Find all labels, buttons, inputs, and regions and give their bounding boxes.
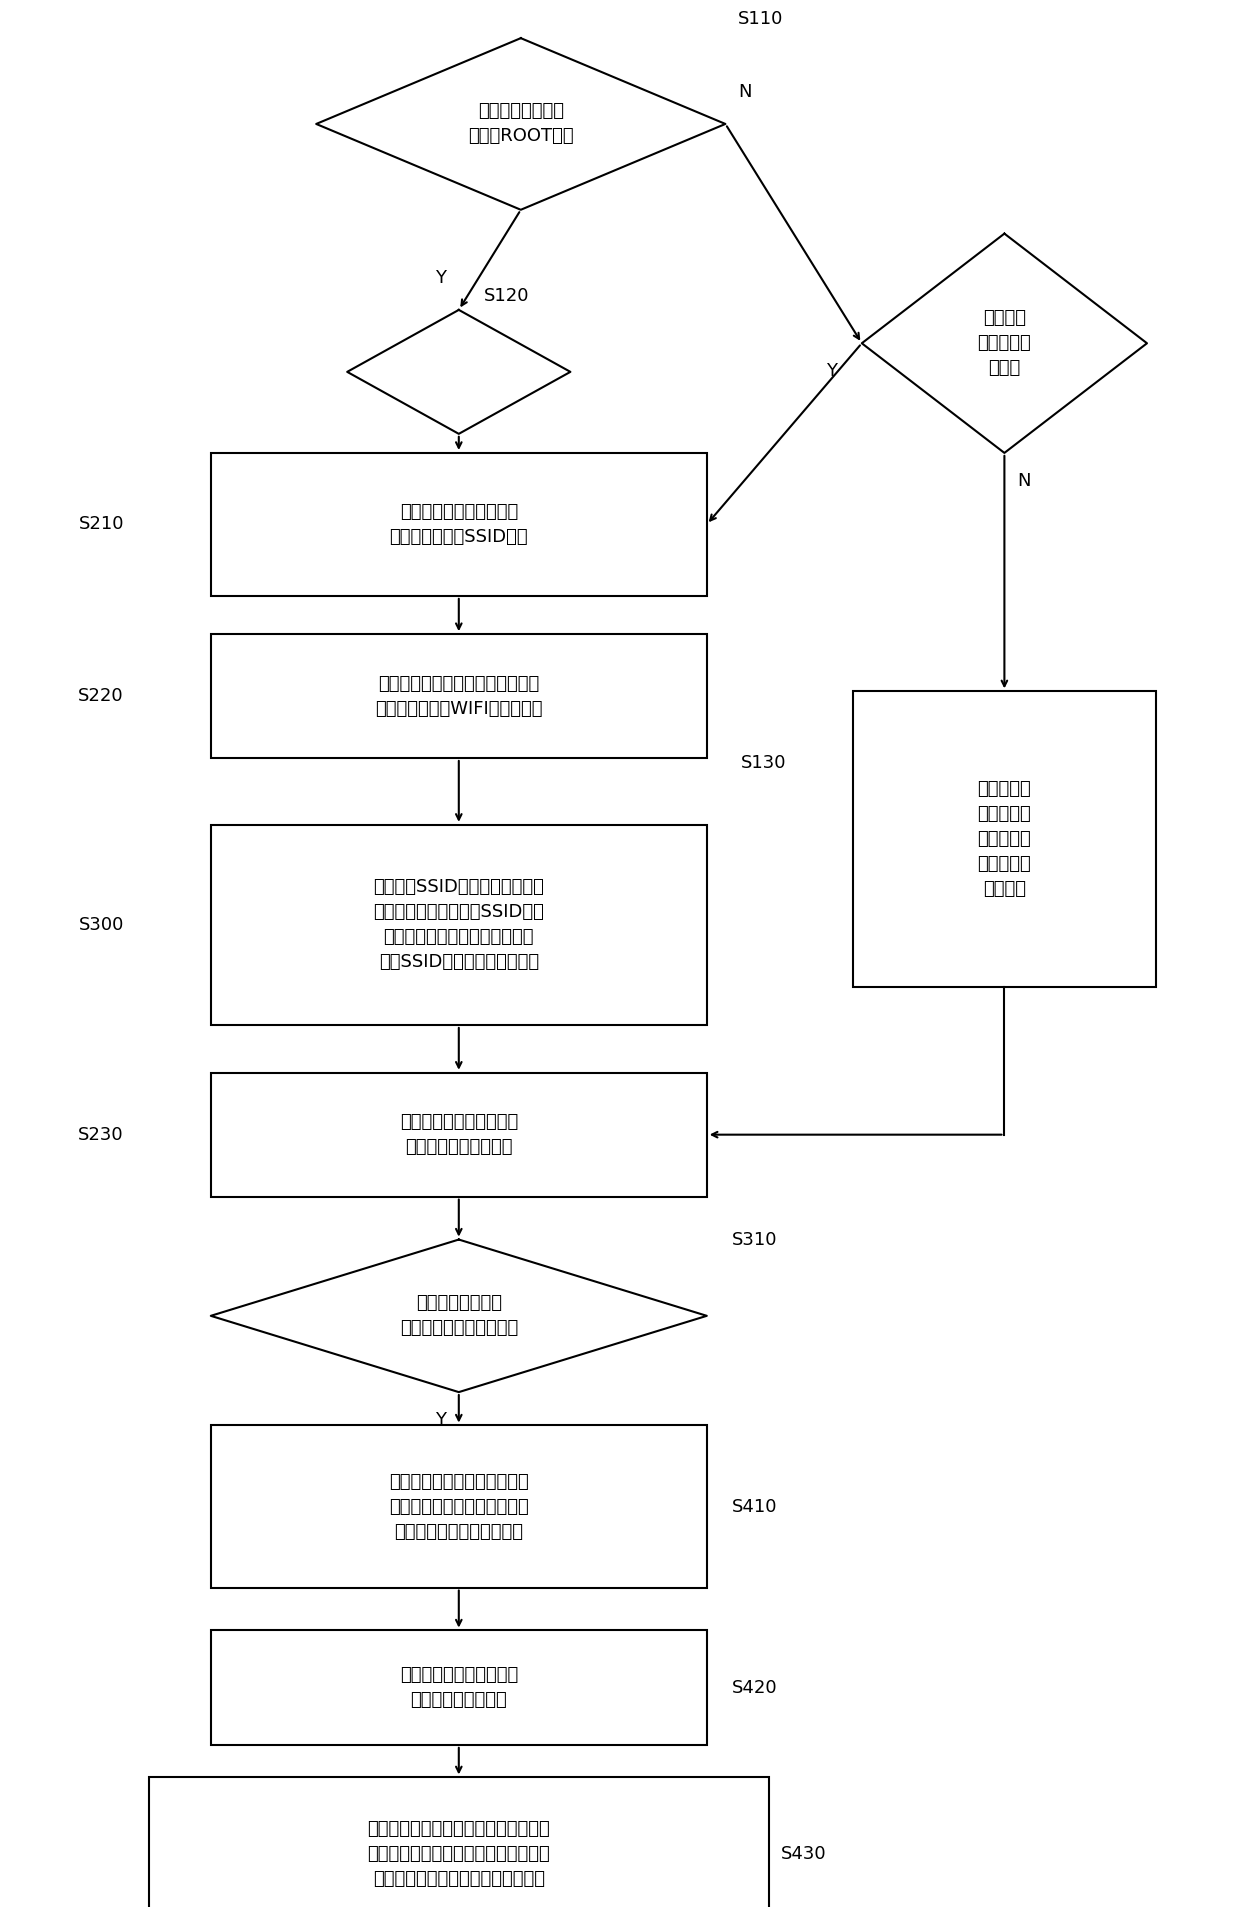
Text: S120: S120: [484, 286, 529, 305]
FancyBboxPatch shape: [211, 1072, 707, 1198]
Text: 获取用户输
入的账号信
息至所述管
理应用程序
的输入框: 获取用户输 入的账号信 息至所述管 理应用程序 的输入框: [977, 780, 1032, 898]
Text: 根据所述SSID信息，从所述数据
文件中查找对应于所述SSID信息
的账号信息；所述账号信息包括
所述SSID信息和账号密码信息: 根据所述SSID信息，从所述数据 文件中查找对应于所述SSID信息 的账号信息；…: [373, 879, 544, 971]
Text: 获取控制装置连接的所述
预设无线网络的SSID信息: 获取控制装置连接的所述 预设无线网络的SSID信息: [389, 503, 528, 545]
Text: S110: S110: [738, 10, 784, 29]
Polygon shape: [862, 235, 1147, 454]
Text: 判断是否
接到授权许
可信息: 判断是否 接到授权许 可信息: [977, 309, 1032, 378]
Text: S300: S300: [78, 915, 124, 934]
Text: 发送控制信息至所述待管理智
能硬件；所述控制信息包括所
述管理应用程序的用户账号: 发送控制信息至所述待管理智 能硬件；所述控制信息包括所 述管理应用程序的用户账号: [389, 1472, 528, 1541]
Text: Y: Y: [435, 1411, 445, 1428]
Text: 判断管理应用程序
是否有ROOT权限: 判断管理应用程序 是否有ROOT权限: [467, 103, 574, 145]
Text: 根据所述绑定许可信息，所述管理应用
程序的用户账号通过所述预设无线网络
与所述待管理智能硬件建立绑定关系: 根据所述绑定许可信息，所述管理应用 程序的用户账号通过所述预设无线网络 与所述待…: [367, 1819, 551, 1888]
Text: Y: Y: [826, 362, 837, 379]
Text: Y: Y: [435, 269, 445, 286]
Text: 填充所述账号信息至所述
管理应用程序的输入框: 填充所述账号信息至所述 管理应用程序的输入框: [399, 1114, 518, 1156]
FancyBboxPatch shape: [853, 690, 1156, 988]
Text: 读取所述目标地址中的数据文件；
所述目标地址为WIFI文件夹地址: 读取所述目标地址中的数据文件； 所述目标地址为WIFI文件夹地址: [374, 675, 543, 717]
FancyBboxPatch shape: [211, 1630, 707, 1745]
FancyBboxPatch shape: [149, 1777, 769, 1907]
Text: S220: S220: [78, 687, 124, 706]
Polygon shape: [211, 1240, 707, 1392]
Text: S230: S230: [78, 1125, 124, 1144]
Text: S130: S130: [742, 753, 786, 772]
FancyBboxPatch shape: [211, 454, 707, 595]
Text: S410: S410: [732, 1497, 777, 1516]
FancyBboxPatch shape: [211, 633, 707, 757]
FancyBboxPatch shape: [211, 824, 707, 1026]
Text: N: N: [1017, 473, 1030, 490]
Polygon shape: [347, 309, 570, 433]
Text: S430: S430: [781, 1844, 827, 1863]
Text: S420: S420: [732, 1678, 777, 1697]
Polygon shape: [316, 38, 725, 210]
Text: 接收所述待管理智能硬件
发送的绑定许可信息: 接收所述待管理智能硬件 发送的绑定许可信息: [399, 1667, 518, 1709]
Text: S210: S210: [78, 515, 124, 534]
Text: 判断所述账号信息
是否与预设账号信息匹配: 判断所述账号信息 是否与预设账号信息匹配: [399, 1295, 518, 1337]
Text: S310: S310: [732, 1230, 777, 1249]
Text: N: N: [738, 84, 751, 101]
FancyBboxPatch shape: [211, 1426, 707, 1587]
